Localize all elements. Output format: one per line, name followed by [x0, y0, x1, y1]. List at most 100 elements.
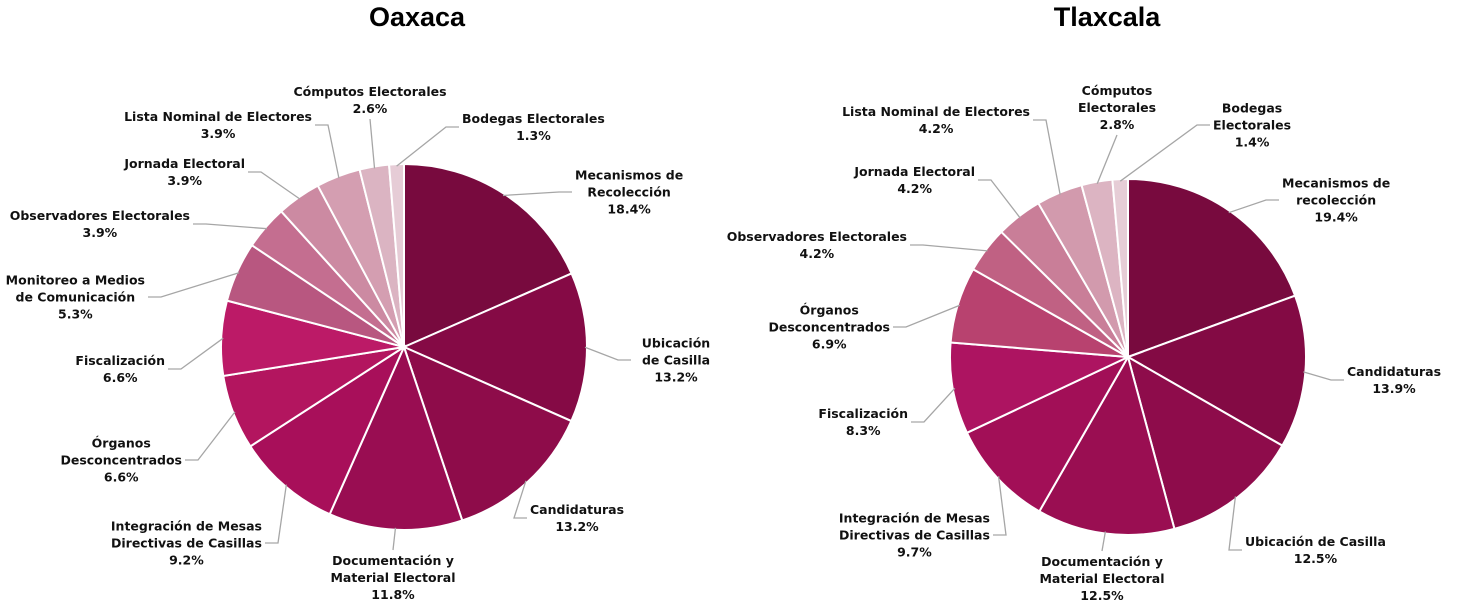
slice-label: Observadores Electorales 4.2% [727, 228, 907, 262]
pie-slice [965, 354, 1131, 513]
category-label: Mecanismos de Recolección [575, 167, 684, 200]
slice-label: Bodegas Electorales 1.3% [462, 110, 605, 144]
slice-label: Mecanismos de Recolección 18.4% [575, 167, 683, 218]
pie-slice [403, 162, 573, 349]
pie [148, 118, 631, 551]
slice-label: Integración de Mesas Directivas de Casil… [111, 518, 262, 569]
leader-line [1033, 119, 1061, 195]
slice-label: Monitoreo a Medios de Comunicación 5.3% [6, 272, 145, 323]
category-label: Lista Nominal de Electores [842, 104, 1030, 119]
value-label: 1.3% [516, 128, 551, 143]
value-label: 3.9% [82, 225, 118, 240]
leader-line [893, 304, 961, 328]
value-label: 6.6% [103, 469, 139, 485]
leader-line [584, 346, 631, 361]
leader-line [513, 480, 527, 519]
category-label: Bodegas Electorales [1213, 100, 1292, 133]
pie-slice [1126, 354, 1284, 531]
leader-line [168, 337, 224, 370]
leader-line [248, 171, 301, 200]
category-label: Órganos Desconcentrados [60, 435, 182, 468]
leader-line [392, 527, 397, 551]
pie-slice [401, 272, 588, 423]
slice-label: Documentación y Material Electoral 12.5% [1039, 553, 1164, 604]
leader-line [265, 484, 287, 544]
category-label: Jornada Electoral [854, 164, 975, 179]
value-label: 12.5% [1293, 551, 1338, 566]
slice-label: Bodegas Electorales 1.4% [1213, 100, 1291, 151]
leader-line [185, 411, 236, 461]
leader-line [1303, 371, 1344, 381]
slice-label: Fiscalización 8.3% [818, 405, 908, 439]
slice-label: Jornada Electoral 4.2% [854, 163, 975, 197]
pie-slice [387, 162, 405, 348]
slice-label: Mecanismos de recolección 19.4% [1282, 175, 1390, 226]
leader-line [978, 179, 1021, 219]
category-label: Mecanismos de recolección [1282, 175, 1391, 208]
leader-line [1101, 531, 1107, 552]
category-label: Ubicación de Casilla [641, 335, 711, 368]
value-label: 11.8% [371, 587, 415, 602]
slice-label: Candidaturas 13.9% [1347, 363, 1441, 397]
value-label: 1.4% [1234, 134, 1270, 150]
category-label: Integración de Mesas Directivas de Casil… [110, 518, 262, 551]
leader-line [993, 476, 1007, 536]
slice-label: Documentación y Material Electoral 11.8% [330, 552, 455, 603]
pie [893, 119, 1344, 552]
value-label: 4.2% [799, 246, 835, 261]
value-label: 19.4% [1314, 209, 1358, 225]
value-label: 13.9% [1372, 381, 1416, 396]
category-label: Fiscalización [818, 406, 908, 421]
pie-slice [1127, 177, 1297, 359]
value-label: 6.9% [811, 336, 847, 352]
slice-label: Fiscalización 6.6% [75, 352, 165, 386]
category-label: Fiscalización [75, 353, 165, 368]
leader-line [1096, 134, 1118, 184]
value-label: 9.2% [169, 552, 204, 568]
leader-line [193, 223, 268, 230]
slice-label: Ubicación de Casilla 12.5% [1245, 533, 1386, 567]
leader-line [911, 387, 956, 423]
value-label: 2.8% [1099, 117, 1135, 132]
leader-line [910, 244, 988, 252]
pie-slice [949, 341, 1132, 435]
value-label: 5.3% [58, 306, 93, 322]
category-label: Candidaturas [1347, 364, 1442, 379]
leader-line [1228, 199, 1279, 214]
leader-line [148, 272, 240, 298]
value-label: 9.7% [897, 544, 932, 560]
value-label: 13.2% [654, 369, 698, 385]
chart-oaxaca: Oaxaca Mecanismos de Recolección 18.4% Ubi… [0, 0, 718, 607]
slice-label: Lista Nominal de Electores 3.9% [124, 108, 312, 142]
value-label: 8.3% [845, 423, 881, 438]
leader-line [369, 118, 376, 169]
category-label: Órganos Desconcentrados [768, 302, 890, 335]
slice-label: Órganos Desconcentrados 6.9% [768, 302, 890, 353]
slice-label: Cómputos Electorales 2.8% [1078, 82, 1156, 133]
slice-label: Órganos Desconcentrados 6.6% [60, 435, 182, 486]
value-label: 12.5% [1080, 588, 1124, 603]
leader-line [1119, 124, 1210, 182]
category-label: Documentación y Material Electoral [1039, 554, 1165, 586]
leader-line [396, 126, 459, 167]
category-label: Jornada Electoral [124, 156, 245, 171]
chart-title: Tlaxcala [1053, 2, 1161, 32]
value-label: 18.4% [607, 201, 651, 217]
pie-slice [402, 345, 573, 522]
category-label: Observadores Electorales [9, 208, 190, 223]
value-label: 3.9% [200, 126, 236, 141]
chart-tlaxcala: Tlaxcala Mecanismos de recolección 19.4% C… [718, 0, 1465, 607]
value-label: 13.2% [555, 519, 599, 534]
value-label: 4.2% [897, 181, 933, 196]
category-label: Cómputos Electorales [1077, 83, 1157, 115]
slice-label: Candidaturas 13.2% [530, 501, 624, 535]
category-label: Integración de Mesas Directivas de Casil… [838, 510, 990, 543]
leader-line [1228, 496, 1242, 551]
pie-slice [248, 344, 407, 516]
value-label: 4.2% [918, 121, 954, 136]
category-label: Ubicación de Casilla [1245, 534, 1386, 549]
chart-title: Oaxaca [368, 2, 466, 32]
category-label: Documentación y Material Electoral [330, 553, 456, 585]
slice-label: Integración de Mesas Directivas de Casil… [839, 510, 990, 561]
